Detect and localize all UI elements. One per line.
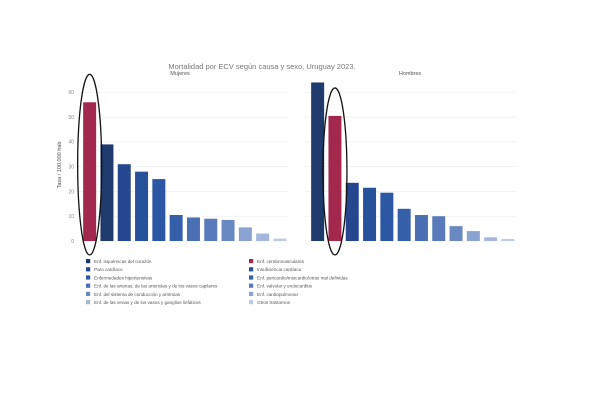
bar (311, 82, 325, 241)
legend-swatch (86, 267, 91, 272)
y-tick-label: 60 (68, 90, 74, 96)
legend-label: Enf. de las venas y de los vasos y gangl… (94, 300, 201, 305)
legend-label: Enf. isquémicas del corazón (94, 259, 152, 264)
bar (273, 238, 287, 241)
legend-swatch (249, 291, 254, 296)
bar (256, 233, 270, 241)
bar (466, 231, 480, 241)
legend-label: Paro cardíaco (94, 267, 123, 272)
y-tick-label: 40 (68, 140, 74, 146)
bar (363, 187, 377, 241)
bar (345, 182, 359, 241)
legend-label: Enfermedades hipertensivas (94, 275, 153, 280)
bar (169, 214, 183, 241)
bar (484, 237, 498, 241)
legend-swatch (86, 275, 91, 280)
bar (414, 214, 428, 241)
legend-swatch (86, 300, 91, 305)
legend-swatch (86, 291, 91, 296)
legend-label: Otros trastornos (257, 300, 291, 305)
highlight-ellipse (77, 73, 103, 256)
legend-swatch (86, 283, 91, 288)
y-tick-label: 30 (68, 164, 74, 170)
bar (380, 192, 394, 241)
legend-swatch (249, 267, 254, 272)
bar (186, 217, 200, 241)
legend-label: Enf. valvular y endocarditis (257, 284, 313, 289)
bar (501, 239, 515, 241)
bar (100, 144, 114, 241)
y-axis-label: Tasa / 100.000 hab (57, 142, 63, 189)
legend-label: Insuficiencia cardíaca (257, 267, 302, 272)
highlight-ellipse (322, 87, 348, 256)
bar (152, 179, 166, 241)
y-tick-label: 0 (71, 239, 74, 245)
y-tick-label: 50 (68, 115, 74, 121)
panel-title-mujeres: Mujeres (170, 71, 190, 77)
chart-marks: 0 10 20 30 40 50 60 (68, 73, 516, 256)
bar (432, 216, 446, 241)
legend-swatch (249, 300, 254, 305)
bar (204, 218, 218, 241)
bar (328, 115, 342, 241)
chart-title: Mortalidad por ECV según causa y sexo. U… (168, 62, 355, 71)
panel-title-hombres: Hombres (399, 71, 422, 77)
bar (117, 164, 131, 241)
legend-label: Enf. cardiopulmonar (257, 292, 299, 297)
legend-swatch (86, 259, 91, 264)
bar (83, 102, 97, 242)
y-tick-label: 10 (68, 214, 74, 220)
y-tick-label: 20 (68, 189, 74, 195)
legend: Enf. isquémicas del corazón Enf. cerebrov… (86, 259, 348, 305)
legend-swatch (249, 259, 254, 264)
legend-label: Enf. pericardio/miocardio/otras mal defi… (257, 275, 348, 280)
legend-swatch (249, 275, 254, 280)
legend-label: Enf. cerebrovasculares (257, 259, 305, 264)
legend-swatch (249, 283, 254, 288)
bar (238, 227, 252, 241)
legend-label: Enf. del sistema de conducción y arritmi… (94, 292, 181, 297)
bar (135, 171, 149, 241)
bar (449, 226, 463, 241)
bar (221, 219, 235, 241)
bar (397, 208, 411, 241)
legend-label: Enf. de las arterias, de las arteriolas … (94, 284, 218, 289)
